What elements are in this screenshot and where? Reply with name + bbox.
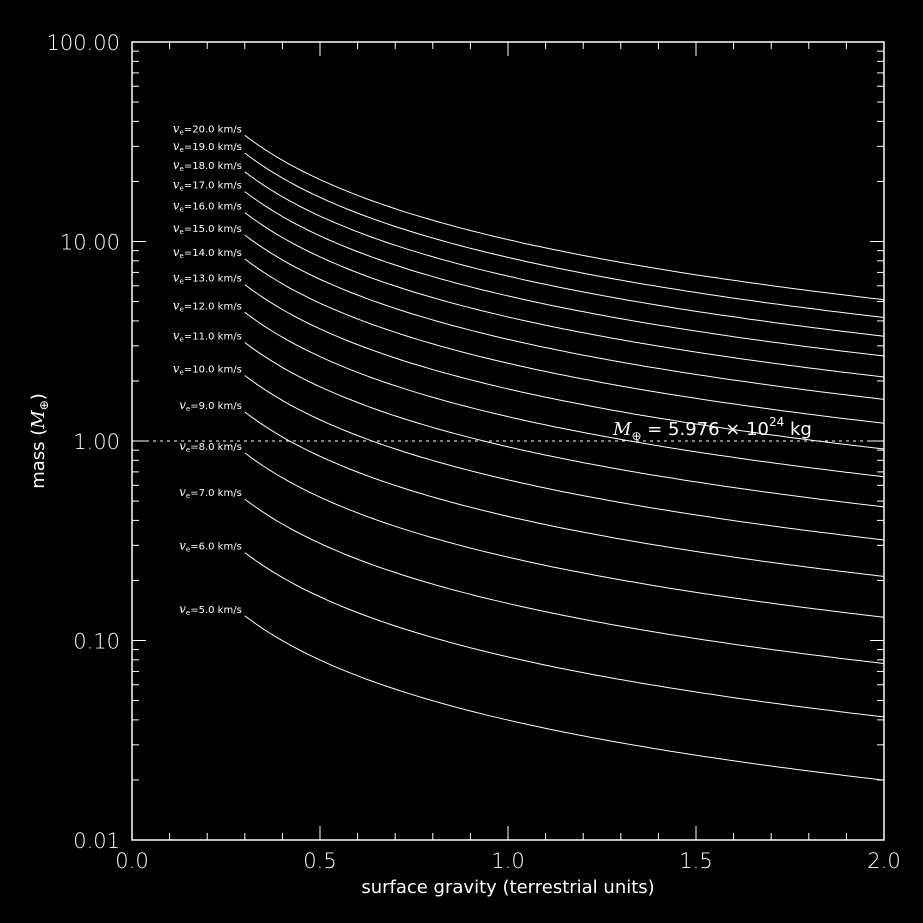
y-tick-label: 100.00 xyxy=(47,31,120,55)
curve xyxy=(244,284,885,450)
curve xyxy=(244,191,885,357)
curve-label: ve=14.0 km/s xyxy=(173,245,242,260)
curve-label: ve=8.0 km/s xyxy=(179,439,242,454)
x-tick-label: 0.5 xyxy=(303,849,336,873)
x-tick-label: 0.0 xyxy=(115,849,148,873)
curve-label: ve=10.0 km/s xyxy=(173,362,242,377)
curve xyxy=(244,152,885,318)
curve-label: ve=16.0 km/s xyxy=(173,199,242,214)
curve-label: ve=6.0 km/s xyxy=(179,539,242,554)
curve-label: ve=15.0 km/s xyxy=(173,221,242,236)
curve xyxy=(244,171,885,337)
curve xyxy=(244,212,885,378)
curve xyxy=(244,498,885,664)
curve-label: ve=13.0 km/s xyxy=(173,271,242,286)
x-tick-label: 1.0 xyxy=(491,849,524,873)
y-tick-label: 0.10 xyxy=(73,630,120,654)
curve xyxy=(244,615,885,781)
x-tick-labels: 0.0 0.5 1.0 1.5 2.0 xyxy=(115,849,900,873)
curve xyxy=(244,375,885,541)
curve-label: ve=17.0 km/s xyxy=(173,178,242,193)
curve-label: ve=12.0 km/s xyxy=(173,298,242,313)
curve xyxy=(244,411,885,577)
svg-text:M⊕ = 5.976 × 1024 kg: M⊕ = 5.976 × 1024 kg xyxy=(612,415,812,443)
curve-label: ve=7.0 km/s xyxy=(179,485,242,500)
x-tick-label: 1.5 xyxy=(679,849,712,873)
x-tick-label: 2.0 xyxy=(867,849,900,873)
curve xyxy=(244,134,885,301)
y-tick-labels: 0.01 0.10 1.00 10.00 100.00 xyxy=(47,31,120,853)
curve xyxy=(244,234,885,400)
curve-label: ve=11.0 km/s xyxy=(173,328,242,343)
svg-text:mass (M⊕): mass (M⊕) xyxy=(28,393,51,489)
x-axis-title: surface gravity (terrestrial units) xyxy=(361,877,654,898)
escape-velocity-curves xyxy=(244,134,885,781)
curve xyxy=(244,342,885,508)
y-axis-title: mass (M⊕) xyxy=(28,393,51,489)
y-tick-label: 0.01 xyxy=(73,829,120,853)
curve-labels: ve=5.0 km/s ve=6.0 km/s ve=7.0 km/s ve=8.0 … xyxy=(173,121,242,616)
curve-label: ve=9.0 km/s xyxy=(179,398,242,413)
curve xyxy=(244,452,885,618)
y-tick-label: 1.00 xyxy=(73,430,120,454)
curve-label: ve=18.0 km/s xyxy=(173,158,242,173)
y-tick-label: 10.00 xyxy=(60,231,120,255)
curve xyxy=(244,311,885,478)
curve-label: ve=19.0 km/s xyxy=(173,139,242,154)
curve-label: ve=20.0 km/s xyxy=(173,121,242,136)
curve-label: ve=5.0 km/s xyxy=(179,602,242,617)
axis-ticks xyxy=(131,41,885,841)
curve xyxy=(244,258,885,424)
curve xyxy=(244,552,885,718)
earth-mass-annotation: M⊕ = 5.976 × 1024 kg xyxy=(612,415,812,443)
